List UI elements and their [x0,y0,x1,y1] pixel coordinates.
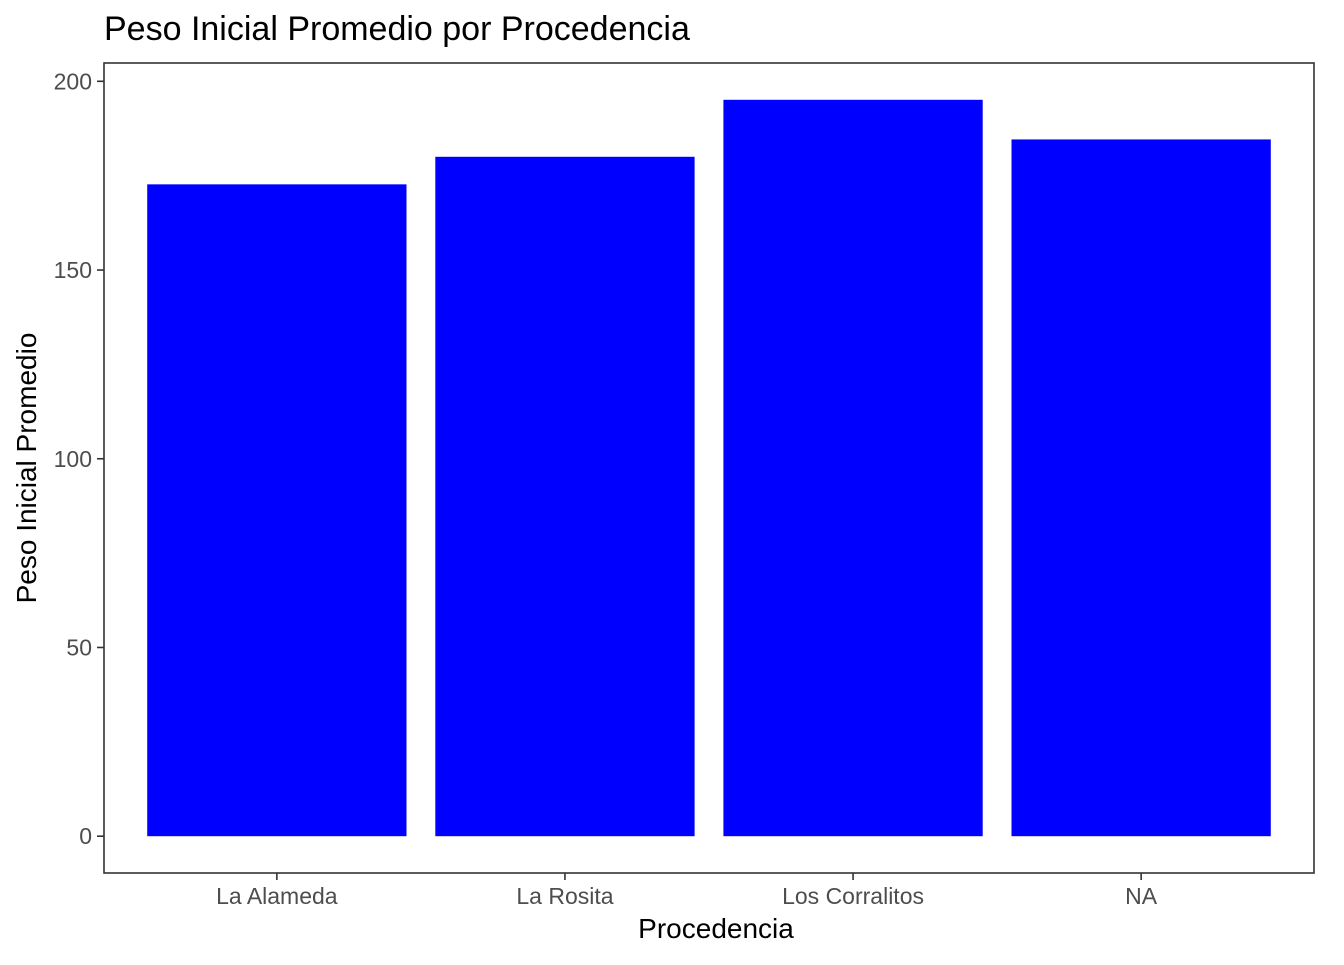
plot-panel-border [103,62,1315,874]
y-axis-title: Peso Inicial Promedio [11,333,42,604]
y-tick-label: 0 [79,823,92,849]
bar-na [1011,139,1271,837]
x-tick-label: La Alameda [216,883,338,909]
bar-la-rosita [435,156,695,837]
y-tick-label: 100 [54,446,92,472]
x-tick-label: Los Corralitos [782,883,924,909]
y-tick-label: 150 [54,257,92,283]
chart-title: Peso Inicial Promedio por Procedencia [104,10,690,48]
x-tick-label: NA [1125,883,1158,909]
y-tick-label: 200 [54,68,92,94]
x-axis-title: Procedencia [638,913,794,944]
x-axis: La Alameda La Rosita Los Corralitos NA [216,873,1158,909]
y-axis: 0 50 100 150 200 [54,68,104,849]
y-tick-label: 50 [66,634,92,660]
bar-los-corralitos [723,99,983,837]
bars-layer [147,99,1271,837]
bar-la-alameda [147,184,407,837]
x-tick-label: La Rosita [516,883,613,909]
